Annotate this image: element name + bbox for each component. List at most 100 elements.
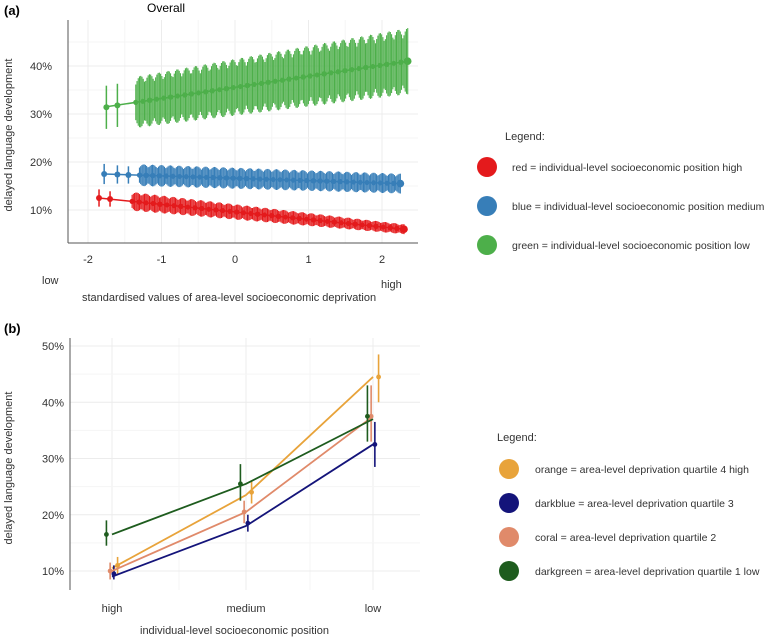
- panel-a-point: [176, 173, 183, 180]
- panel-a-point: [317, 178, 323, 184]
- panel-a-point: [250, 176, 256, 182]
- panel-a-point: [349, 67, 355, 73]
- panel-a-x-tick-label: -1: [157, 254, 167, 266]
- panel-b-x-tick-label: low: [365, 603, 382, 615]
- panel-b-series-line: [111, 376, 374, 569]
- panel-a-point: [210, 174, 216, 181]
- panel-a-point: [170, 173, 176, 179]
- panel-a-point: [203, 174, 209, 180]
- panel-a-point: [300, 74, 306, 80]
- panel-a-point: [296, 215, 303, 222]
- panel-a-point: [213, 207, 219, 213]
- panel-a-x-tick-label: -2: [83, 254, 93, 266]
- panel-a-point: [350, 179, 357, 185]
- panel-a-series-group: [96, 189, 408, 235]
- panel-a-point: [370, 63, 376, 70]
- panel-a-point: [195, 90, 202, 96]
- panel-a-point: [275, 213, 282, 219]
- panel-a-point: [251, 81, 257, 88]
- panel-a-point: [156, 173, 163, 179]
- panel-b-legend-label: orange = area-level deprivation quartile…: [535, 464, 749, 476]
- panel-a-point: [371, 180, 377, 186]
- panel-a-point: [171, 203, 177, 209]
- panel-a-point: [324, 218, 330, 224]
- panel-a-point: [164, 202, 170, 208]
- panel-a-y-tick-label: 30%: [30, 109, 52, 121]
- panel-a-point: [338, 220, 344, 226]
- panel-a-point: [183, 174, 189, 180]
- panel-a-point: [277, 177, 283, 183]
- panel-b-point: [104, 532, 109, 537]
- panel-a-point: [163, 173, 169, 179]
- panel-a-point: [303, 216, 310, 222]
- panel-b-x-tick-label: high: [102, 603, 123, 615]
- panel-a-point: [265, 79, 271, 85]
- panel-a-point: [359, 222, 365, 228]
- panel-b-series-group: [107, 385, 374, 580]
- panel-a-end-point: [403, 57, 412, 65]
- panel-b-legend: Legend: orange = area-level deprivation …: [497, 432, 760, 581]
- panel-a-point: [356, 65, 362, 72]
- panel-a-point: [345, 220, 351, 227]
- panel-b-legend-swatch: [499, 527, 519, 547]
- panel-a-point: [143, 200, 149, 206]
- panel-a-point: [324, 178, 330, 184]
- panel-a-point: [197, 174, 203, 180]
- panel-b-label: (b): [4, 321, 21, 336]
- panel-b-point: [376, 374, 381, 380]
- panel-a-x-ticks: -2 -1 0 1 2: [83, 254, 385, 266]
- panel-a-point: [330, 178, 337, 185]
- panel-a-point: [257, 176, 263, 182]
- panel-a-point: [168, 94, 174, 100]
- panel-b-point: [111, 571, 117, 577]
- panel-a-point: [331, 219, 337, 225]
- panel-a-y-ticks: 10% 20% 30% 40%: [30, 61, 52, 217]
- panel-a-point: [143, 172, 149, 178]
- panel-a-point: [150, 172, 156, 179]
- panel-a-point: [261, 212, 268, 218]
- panel-a-point: [344, 179, 350, 185]
- panel-a-point: [181, 92, 188, 98]
- panel-a-point: [223, 86, 230, 92]
- panel-a-legend-swatch: [477, 157, 497, 177]
- panel-a-point: [190, 174, 196, 180]
- panel-a-point: [230, 175, 236, 181]
- panel-a-point: [328, 70, 334, 76]
- panel-a-point: [272, 78, 278, 84]
- panel-a-series-group: [101, 163, 405, 194]
- panel-b-x-label: individual-level socioeconomic position: [140, 625, 329, 637]
- panel-a-point: [263, 176, 270, 182]
- panel-b-point: [241, 509, 247, 515]
- panel-b-y-tick-label: 50%: [42, 341, 64, 353]
- panel-a-legend-label: blue = individual-level socioeconomic po…: [512, 201, 765, 213]
- panel-a-point: [243, 176, 250, 182]
- panel-a-point: [230, 84, 236, 91]
- panel-a-point: [286, 76, 292, 82]
- panel-a-point: [357, 179, 363, 185]
- panel-a-point: [217, 175, 223, 181]
- panel-a-point: [398, 59, 404, 65]
- panel-a-point: [157, 201, 163, 207]
- panel-a-y-tick-label: 20%: [30, 157, 52, 169]
- panel-a-point: [220, 208, 226, 214]
- panel-b-series-group: [104, 385, 374, 546]
- panel-a-x-tick-label: 2: [379, 254, 385, 266]
- panel-a-point: [384, 180, 390, 186]
- panel-b: (b) 10% 20% 30% 40% 50% high medium low delaye…: [3, 321, 760, 637]
- panel-a-point: [199, 205, 205, 212]
- panel-a-point: [103, 104, 110, 111]
- panel-a-high-label: high: [381, 279, 402, 291]
- panel-a-legend-label: red = individual-level socioeconomic pos…: [512, 162, 742, 174]
- panel-b-y-tick-label: 20%: [42, 510, 64, 522]
- panel-a-point: [147, 97, 153, 103]
- panel-a-end-point: [396, 179, 405, 188]
- panel-a-point: [377, 62, 383, 69]
- panel-a-point: [284, 177, 290, 183]
- panel-a-point: [136, 199, 142, 205]
- panel-a-x-tick-label: 1: [305, 254, 311, 266]
- panel-b-legend-title: Legend:: [497, 432, 537, 444]
- panel-a-point: [227, 208, 233, 214]
- panel-a-x-label: standardised values of area-level socioe…: [82, 292, 376, 304]
- panel-a-point: [304, 177, 310, 184]
